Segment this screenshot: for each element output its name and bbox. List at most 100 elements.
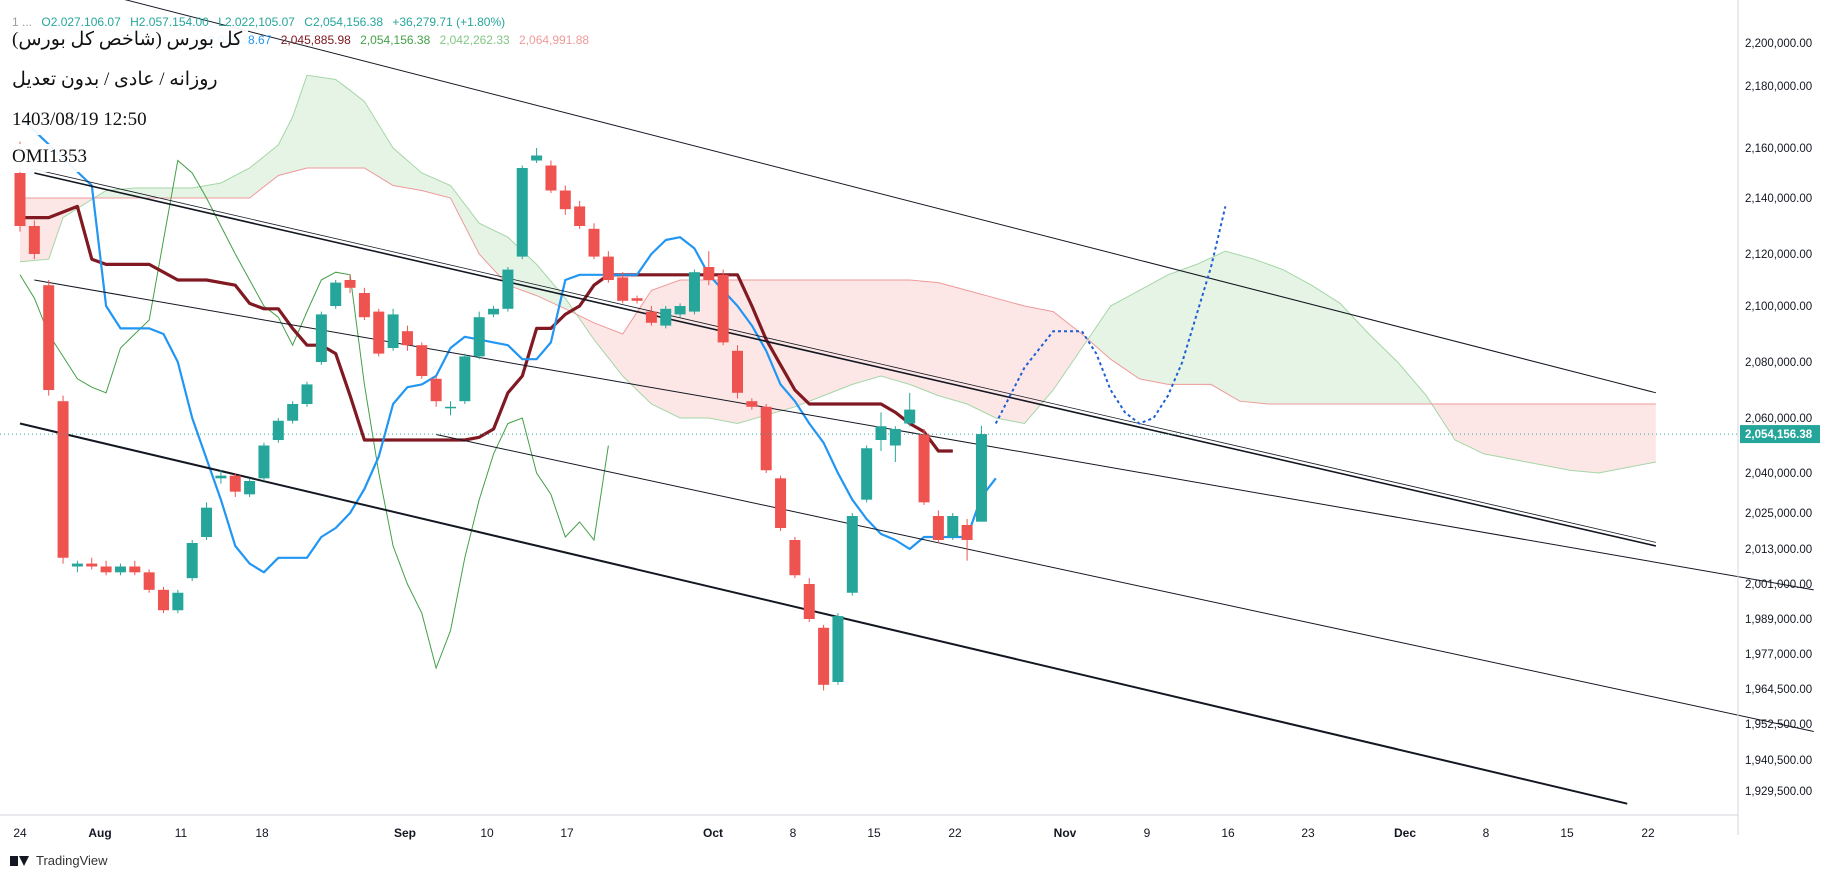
candle — [574, 200, 586, 229]
price-axis[interactable]: 2,200,000.00 2,180,000.00 2,160,000.00 2,14… — [1745, 38, 1812, 798]
candle-body — [201, 507, 213, 537]
y-tick-label: 2,080,000.00 — [1745, 357, 1812, 369]
candle-body — [473, 317, 485, 357]
candle-body — [574, 206, 586, 226]
candle-body — [430, 378, 442, 402]
time-axis[interactable]: 24 Aug 11 18 Sep 10 17 Oct 8 15 22 Nov 9 16 23 Dec 8 15 22 — [13, 826, 1655, 840]
trend-line-channel-mid-twin — [34, 168, 1656, 543]
x-tick-label: 17 — [560, 826, 574, 840]
candle — [129, 560, 141, 576]
candle-body — [746, 401, 758, 407]
candle-body — [86, 563, 98, 567]
trend-line-channel-top — [124, 0, 1657, 394]
candle-body — [818, 627, 830, 685]
candle — [732, 345, 743, 399]
candle-body — [775, 478, 787, 528]
candle-body — [660, 308, 672, 326]
candle — [244, 478, 256, 497]
candle-body — [401, 331, 413, 346]
candle-body — [244, 481, 256, 495]
candle — [330, 280, 342, 309]
candle — [918, 429, 930, 505]
x-tick-label: 24 — [13, 826, 27, 840]
candle — [158, 586, 169, 614]
candle-body — [932, 516, 944, 540]
cloud-bear-region — [1433, 404, 1656, 473]
candle — [516, 165, 528, 260]
candle — [502, 267, 514, 312]
x-tick-label: 10 — [480, 826, 494, 840]
candle — [746, 398, 758, 410]
candle-body — [674, 306, 686, 315]
legend-high: H2,057,154.00 — [130, 15, 209, 29]
candle — [114, 563, 126, 576]
conversion-line — [19, 116, 997, 574]
footer-brand: TradingView — [36, 853, 108, 868]
candle-body — [158, 589, 169, 611]
candle-body — [875, 426, 887, 440]
candle — [186, 540, 198, 582]
x-tick-label: Nov — [1054, 826, 1077, 840]
candle — [559, 185, 571, 215]
candle-body — [330, 282, 342, 306]
candle-body — [416, 345, 428, 376]
chart-author: OMI1353 — [8, 144, 93, 172]
chart-datetime: 1403/08/19 12:50 — [8, 107, 153, 135]
candle-body — [531, 155, 543, 161]
candle-body — [803, 584, 815, 619]
candle — [401, 325, 413, 351]
span-b-line — [20, 167, 1656, 405]
candle — [775, 475, 787, 531]
base-line — [20, 204, 953, 453]
x-tick-label: 8 — [790, 826, 797, 840]
candle-body — [502, 269, 514, 309]
ichimoku-cloud — [19, 74, 1656, 474]
candle-body — [516, 168, 528, 257]
y-tick-label: 2,120,000.00 — [1745, 249, 1812, 261]
candle-body — [645, 311, 657, 323]
last-price-marker: 2,054,156.38 — [0, 425, 1820, 444]
candle — [215, 470, 227, 484]
lagging-span-line — [19, 159, 609, 670]
x-tick-label: 11 — [175, 826, 188, 840]
candle-body — [114, 566, 126, 573]
projection-path[interactable] — [994, 206, 1227, 425]
candle-body — [861, 448, 873, 500]
candle-body — [717, 274, 729, 343]
footer[interactable]: TradingView — [10, 853, 108, 868]
candle-body — [344, 280, 356, 288]
candle — [961, 519, 973, 561]
candle-body — [617, 277, 629, 301]
candle — [889, 426, 901, 462]
candle-body — [703, 267, 715, 280]
candle — [373, 308, 385, 357]
y-tick-label: 2,180,000.00 — [1745, 81, 1812, 93]
candles — [14, 141, 987, 691]
candle-body — [918, 434, 930, 503]
candle-body — [43, 285, 55, 390]
legend-change: +36,279.71 (+1.80%) — [392, 15, 506, 29]
legend-symbol: 1 ... — [12, 15, 33, 29]
candle — [602, 251, 614, 283]
candle-body — [961, 525, 973, 540]
cloud-bull-region — [98, 75, 580, 319]
candle — [272, 418, 284, 443]
candle-body — [100, 566, 112, 573]
y-tick-label: 2,160,000.00 — [1745, 143, 1812, 155]
candle — [143, 569, 155, 593]
candle — [645, 306, 657, 326]
candle-body — [272, 420, 284, 440]
candle — [86, 557, 98, 570]
candle-body — [588, 228, 600, 257]
candle — [430, 376, 442, 407]
x-tick-label: 23 — [1301, 826, 1315, 840]
candle — [760, 404, 772, 473]
candle — [875, 412, 887, 451]
x-tick-label: 22 — [1641, 826, 1655, 840]
candle — [445, 401, 456, 416]
candle — [473, 311, 485, 360]
y-tick-label: 1,989,000.00 — [1745, 614, 1812, 626]
y-tick-label: 2,013,000.00 — [1745, 544, 1812, 556]
chart-settings: روزانه / عادی / بدون تعدیل — [8, 66, 224, 95]
